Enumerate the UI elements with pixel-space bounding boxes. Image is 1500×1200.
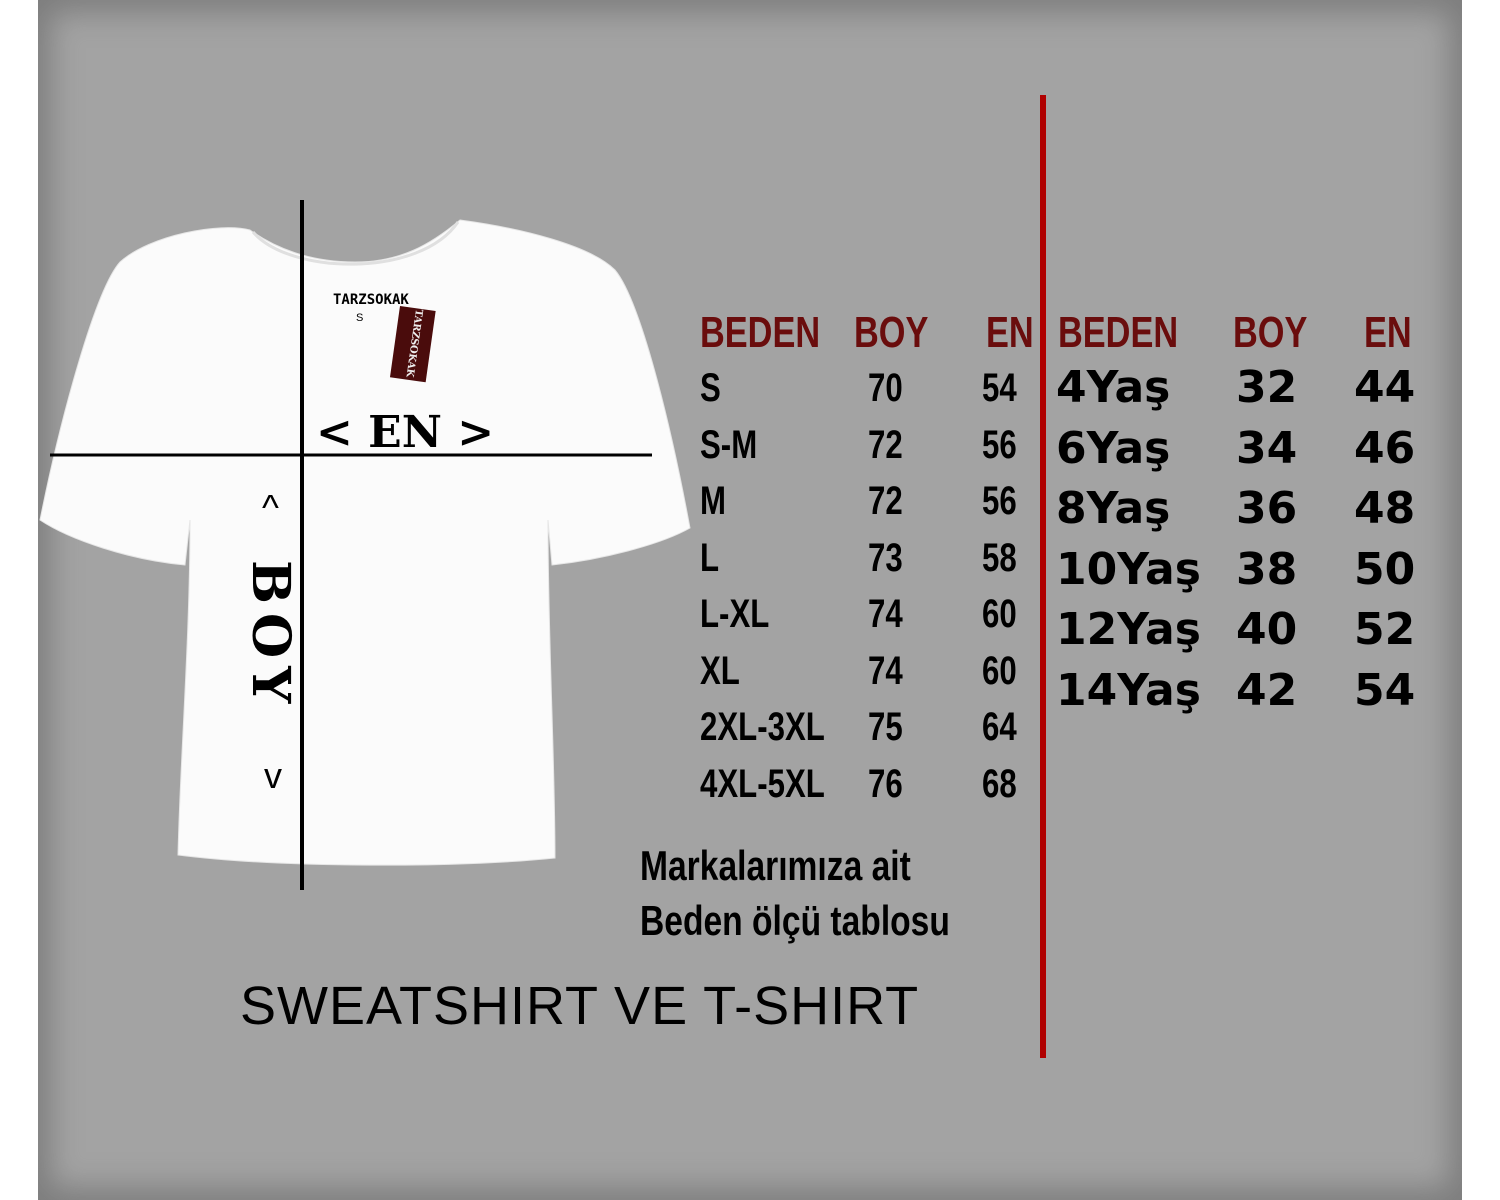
size-cell: 6Yaş bbox=[1056, 422, 1171, 474]
length-cell: 38 bbox=[1236, 543, 1298, 595]
width-cell: 60 bbox=[982, 592, 1017, 636]
collar-size-label: S bbox=[356, 312, 364, 324]
size-cell: 10Yaş bbox=[1056, 543, 1201, 595]
width-cell: 54 bbox=[1354, 664, 1416, 716]
hang-tag bbox=[389, 306, 436, 383]
arrow-up-icon: ^ bbox=[262, 487, 279, 528]
length-cell: 76 bbox=[868, 761, 903, 806]
width-cell: 58 bbox=[982, 535, 1017, 580]
tshirt-shape bbox=[39, 219, 691, 866]
collar-brand-label: TARZSOKAK bbox=[333, 292, 409, 308]
caption-line1: Markalarımıza ait bbox=[640, 842, 911, 889]
width-label: < EN > bbox=[316, 407, 495, 458]
header-beden: BEDEN bbox=[1058, 308, 1179, 357]
size-cell: 4Yaş bbox=[1056, 362, 1171, 413]
length-cell: 74 bbox=[868, 592, 903, 636]
width-cell: 44 bbox=[1354, 362, 1416, 413]
header-boy: BOY bbox=[854, 308, 929, 357]
size-cell: S-M bbox=[700, 422, 758, 467]
size-cell: S bbox=[700, 366, 721, 410]
width-cell: 64 bbox=[982, 705, 1017, 749]
size-cell: 14Yaş bbox=[1056, 664, 1201, 716]
width-cell: 56 bbox=[982, 479, 1017, 523]
header-beden: BEDEN bbox=[700, 308, 821, 357]
length-cell: 72 bbox=[868, 479, 903, 523]
length-cell: 72 bbox=[868, 422, 903, 467]
header-en: EN bbox=[986, 308, 1034, 357]
size-cell: L-XL bbox=[700, 592, 770, 636]
length-cell: 70 bbox=[868, 366, 903, 410]
length-cell: 75 bbox=[868, 705, 903, 749]
size-cell: XL bbox=[700, 648, 740, 693]
footer-title: SWEATSHIRT VE T-SHIRT bbox=[240, 976, 920, 1036]
header-boy: BOY bbox=[1233, 308, 1308, 357]
size-cell: L bbox=[700, 535, 720, 580]
size-cell: 4XL-5XL bbox=[700, 761, 825, 806]
length-cell: 40 bbox=[1236, 604, 1298, 655]
header-en: EN bbox=[1364, 308, 1412, 357]
width-cell: 68 bbox=[982, 761, 1017, 806]
length-cell: 36 bbox=[1236, 483, 1298, 534]
width-cell: 60 bbox=[982, 648, 1017, 693]
divider-line bbox=[1040, 95, 1046, 1058]
width-cell: 46 bbox=[1354, 422, 1416, 474]
size-cell: 12Yaş bbox=[1056, 604, 1201, 655]
arrow-down-icon: v bbox=[264, 755, 282, 796]
caption-line2: Beden ölçü tablosu bbox=[640, 897, 950, 944]
size-cell: 8Yaş bbox=[1056, 483, 1171, 534]
length-label: BOY bbox=[240, 560, 301, 712]
length-cell: 73 bbox=[868, 535, 903, 580]
width-cell: 56 bbox=[982, 422, 1017, 467]
width-cell: 52 bbox=[1354, 604, 1416, 655]
size-cell: 2XL-3XL bbox=[700, 705, 825, 749]
width-cell: 50 bbox=[1354, 543, 1416, 595]
width-cell: 54 bbox=[982, 366, 1017, 410]
length-cell: 42 bbox=[1236, 664, 1298, 716]
length-cell: 74 bbox=[868, 648, 903, 693]
length-cell: 32 bbox=[1236, 362, 1298, 413]
length-cell: 34 bbox=[1236, 422, 1298, 474]
width-cell: 48 bbox=[1354, 483, 1416, 534]
size-cell: M bbox=[700, 479, 726, 523]
